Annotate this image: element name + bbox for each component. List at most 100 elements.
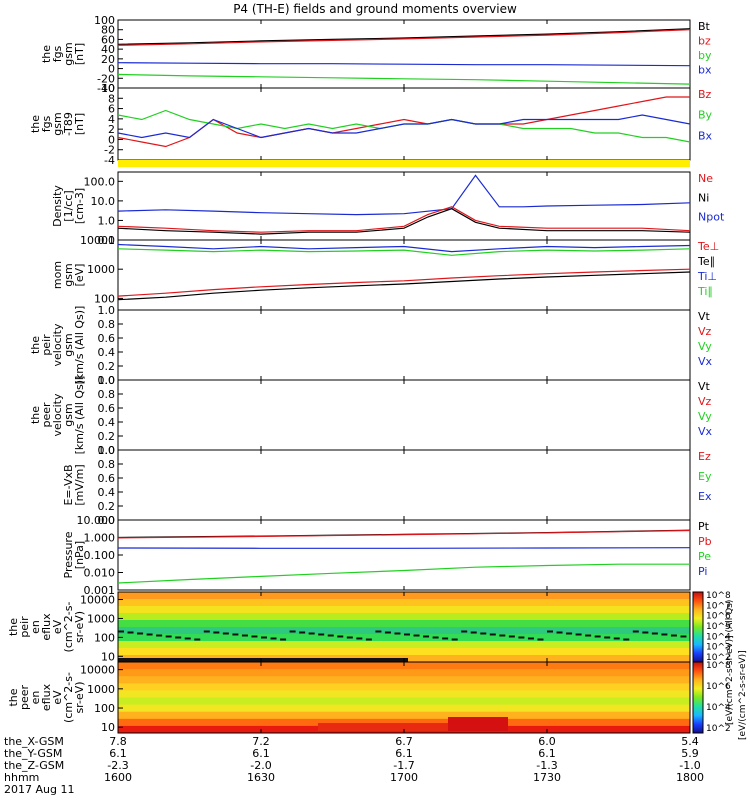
spectrogram-trace <box>556 631 563 634</box>
spectrogram-trace <box>623 638 630 641</box>
y-axis-label-line: the <box>29 115 42 133</box>
y-tick-label: 1.000 <box>84 532 116 545</box>
legend-pressure-0: Pt <box>698 520 710 533</box>
spectrogram-band <box>118 613 690 621</box>
spectrogram-trace <box>451 638 458 641</box>
spectrogram-trace <box>318 633 325 636</box>
series-Te∥-line <box>117 271 691 301</box>
spectrogram-trace <box>184 637 191 640</box>
spectrogram-trace <box>594 635 601 638</box>
time-axis-value: -1.3 <box>536 759 557 772</box>
y-axis-label-line: eV <box>51 619 64 634</box>
y-axis-label-line: -T89 <box>62 112 75 136</box>
y-tick-label: 0.1 <box>98 234 116 247</box>
legend-density-1: Ni <box>698 191 709 204</box>
time-axis-value: 6.7 <box>395 735 413 748</box>
series-Bt-line <box>117 28 691 45</box>
time-axis-value: 1630 <box>247 771 275 784</box>
spectrogram-band <box>118 690 690 698</box>
spectrogram-trace <box>280 638 287 641</box>
legend-e_vxb-0: Ez <box>698 450 711 463</box>
y-axis-label-line: [nT] <box>73 113 86 135</box>
spectrogram-band <box>118 648 690 656</box>
legend-fgs_gsm-1: bz <box>698 35 711 48</box>
legend-temperature-2: Ti⊥ <box>697 270 717 283</box>
colorbar <box>692 591 704 663</box>
y-tick-label: 0.0 <box>98 444 116 457</box>
spectrogram-trace <box>670 634 677 637</box>
y-tick-label: 1.0 <box>98 374 116 387</box>
y-tick-label: 1.0 <box>98 214 116 227</box>
colorbar-label: [eV/(cm^2-s-sr-eV)] <box>738 650 748 740</box>
y-tick-label: 100 <box>94 292 115 305</box>
y-axis-label-line: sr-eV) <box>73 681 86 713</box>
time-axis-row-label: 2017 Aug 11 <box>4 783 74 796</box>
panel-frame <box>117 19 691 89</box>
y-tick-label: 0.4 <box>98 416 116 429</box>
legend-pressure-1: Pb <box>698 535 712 548</box>
spectrogram-trace <box>194 638 201 641</box>
spectrogram-trace <box>270 637 277 640</box>
legend-fgs_gsm-3: bx <box>698 64 712 77</box>
quality-flag-bar <box>118 160 690 167</box>
spectrogram-trace <box>137 632 144 635</box>
panel-peir_eflux: 10000 1000 100 10 thepeirenefluxeV(cm^2-s-sr… <box>7 591 691 663</box>
y-axis-label-line: peir <box>40 334 53 356</box>
y-tick-label: 2 <box>108 123 115 136</box>
y-axis-label-line: gsm <box>62 403 75 426</box>
y-tick-label: -4 <box>104 154 115 167</box>
y-tick-label: 10.000 <box>77 514 116 527</box>
y-tick-label: 0 <box>108 63 115 76</box>
legend-peer_velocity-3: Vx <box>698 425 713 438</box>
y-axis-label-line: [nPa] <box>73 541 86 569</box>
spectrogram-trace <box>241 634 248 637</box>
time-axis-value: 1700 <box>390 771 418 784</box>
spectrogram-trace <box>127 631 134 634</box>
time-axis-value: -2.3 <box>107 759 128 772</box>
spectrogram-trace <box>632 630 639 633</box>
y-tick-label: 100 <box>94 14 115 27</box>
spectrogram-trace <box>203 630 210 633</box>
legend-density-2: Npot <box>698 211 725 224</box>
legend-temperature-1: Te∥ <box>697 255 715 268</box>
spectrogram-band <box>118 718 690 727</box>
spectrogram-trace <box>118 630 124 633</box>
colorbar-tick-label: 10^8 <box>706 591 731 601</box>
y-axis-label-line: [nT] <box>73 43 86 65</box>
spectrogram-trace <box>404 633 410 636</box>
legend-fgs_gsm-0: Bt <box>698 20 711 33</box>
y-axis-label-line: E=-VxB <box>62 464 75 505</box>
time-axis-value: 6.1 <box>538 747 556 760</box>
spectrogram-hotspot <box>448 717 508 731</box>
y-axis-label-line: gsm <box>62 263 75 286</box>
y-axis-label-line: peer <box>18 685 31 711</box>
legend-density-0: Ne <box>698 172 713 185</box>
spectrogram-trace <box>299 631 306 634</box>
spectrogram-trace <box>661 633 668 636</box>
y-axis-label-line: en <box>29 691 42 705</box>
spectrogram-trace <box>461 630 468 633</box>
legend-peir_velocity-0: Vt <box>698 310 711 323</box>
y-axis-label-line: velocity <box>51 393 64 436</box>
spectrogram-band <box>118 676 690 684</box>
spectrogram-trace <box>232 633 239 636</box>
legend-fgs_gsm-2: by <box>698 49 712 62</box>
spectrogram-trace <box>527 637 534 640</box>
spectrogram-trace <box>327 634 334 637</box>
series-Ti⊥-line <box>117 243 691 253</box>
y-tick-label: 10 <box>101 82 115 95</box>
y-axis-label-line: the <box>29 406 42 424</box>
time-axis-value: -1.7 <box>393 759 414 772</box>
y-axis-label-line: [km/s (All Qs)] <box>73 306 86 385</box>
panel-peer_eflux: 10000 1000 100 10 thepeerenefluxeV(cm^2-s-sr… <box>7 661 691 734</box>
panel-peer_velocity: 1.00.80.60.40.20.0thepeervelocitygsm[km/… <box>29 374 713 457</box>
y-axis-label-line: mom <box>51 261 64 289</box>
y-axis-label-line: eflux <box>40 683 53 711</box>
series-bz-line <box>117 29 691 46</box>
